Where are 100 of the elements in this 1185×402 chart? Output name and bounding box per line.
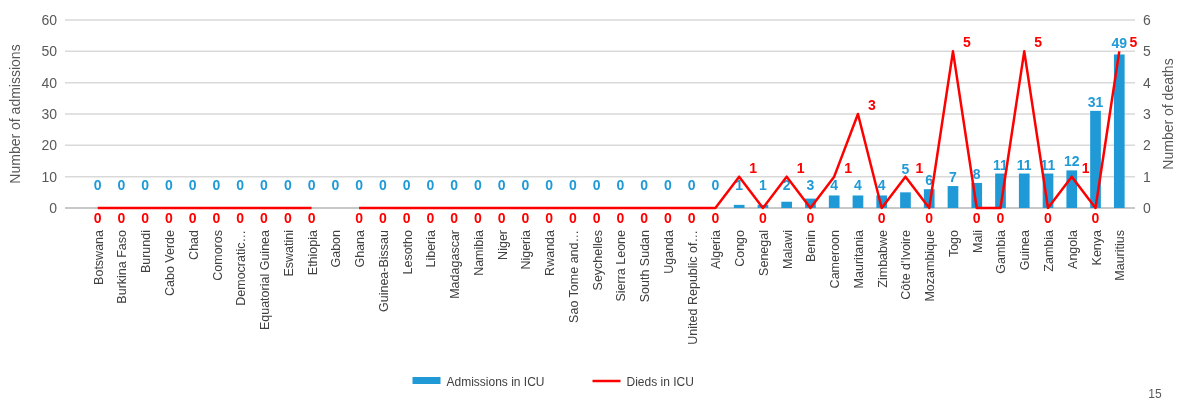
- data-label: 0: [545, 210, 554, 226]
- data-label: 1: [735, 177, 744, 193]
- x-tick-label: Namibia: [471, 229, 486, 276]
- data-label: 0: [378, 177, 387, 193]
- y-tick-label: 20: [41, 137, 58, 154]
- data-label: 0: [236, 177, 245, 193]
- y-tick-label: 40: [41, 74, 58, 91]
- x-tick-label: Seychelles: [590, 230, 605, 291]
- x-tick-label: Democratic…: [234, 230, 249, 306]
- data-label: 0: [188, 210, 197, 226]
- x-tick-label: Liberia: [424, 229, 439, 268]
- data-label: 0: [141, 177, 150, 193]
- data-label: 0: [640, 177, 649, 193]
- data-label: 0: [1091, 210, 1100, 226]
- y-tick-label: 50: [41, 43, 58, 60]
- x-tick-label: Mali: [970, 230, 985, 253]
- data-label: 0: [592, 177, 601, 193]
- data-label: 0: [355, 210, 364, 226]
- data-label: 0: [592, 210, 601, 226]
- x-tick-label: Uganda: [661, 229, 676, 274]
- text: 15: [1148, 387, 1162, 401]
- data-label: 0: [806, 210, 815, 226]
- data-label: 0: [331, 177, 340, 193]
- x-tick-label: Rwanda: [543, 229, 558, 276]
- data-label: 11: [1040, 156, 1056, 173]
- y2-tick-label: 2: [1143, 137, 1151, 154]
- data-label: 0: [545, 177, 554, 193]
- x-tick-label: Burkina Faso: [115, 229, 130, 304]
- data-label: 0: [996, 210, 1005, 226]
- data-label: 5: [1129, 34, 1138, 51]
- data-label: 0: [972, 210, 981, 226]
- x-tick-label: Ethiopia: [305, 229, 320, 276]
- data-label: 6: [925, 172, 934, 189]
- y2-tick-label: 4: [1143, 74, 1151, 91]
- x-tick-label: Zambia: [1042, 229, 1057, 272]
- x-tick-label: Ghana: [353, 229, 368, 268]
- data-label: 12: [1063, 153, 1080, 170]
- data-label: 0: [236, 210, 245, 226]
- x-tick-label: Gabon: [329, 229, 344, 268]
- data-label: 0: [188, 177, 197, 193]
- data-label: 0: [283, 210, 292, 226]
- data-label: 5: [901, 160, 910, 177]
- data-label: 0: [93, 177, 102, 193]
- data-label: 0: [663, 210, 672, 226]
- x-tick-label: Mozambique: [923, 229, 938, 302]
- y2-axis-title: Number of deaths: [1160, 58, 1176, 170]
- data-label: 0: [165, 177, 174, 193]
- data-label: 4: [830, 177, 839, 193]
- data-label: 2: [782, 177, 791, 193]
- x-tick-label: Nigeria: [519, 229, 534, 270]
- x-tick-label: Zimbabwe: [875, 229, 890, 288]
- x-tick-label: South Sudan: [638, 229, 653, 303]
- y-tick-label: 0: [49, 200, 58, 216]
- x-tick-label: Sao Tome and…: [566, 230, 581, 323]
- data-label: 4: [877, 177, 886, 193]
- x-tick-label: Benin: [804, 229, 819, 262]
- x-tick-label: Congo: [733, 229, 748, 267]
- data-label: 0: [426, 177, 435, 193]
- data-label: 0: [260, 210, 269, 226]
- data-label: 0: [307, 210, 316, 226]
- x-tick-label: Angola: [1065, 229, 1080, 269]
- data-label: 0: [307, 177, 316, 193]
- data-label: 0: [212, 210, 221, 226]
- data-label: 3: [806, 177, 815, 193]
- data-label: 0: [450, 210, 459, 226]
- data-label: 0: [687, 177, 696, 193]
- data-label: 0: [283, 177, 292, 193]
- data-label: 1: [844, 159, 853, 176]
- data-label: 0: [355, 177, 364, 193]
- data-label: 1: [1081, 159, 1090, 176]
- data-label: 0: [877, 210, 886, 226]
- legend-label: Admissions in ICU: [446, 375, 545, 389]
- data-label: 0: [473, 210, 482, 226]
- data-label: 0: [663, 177, 672, 193]
- data-label: 0: [402, 210, 411, 226]
- data-label: 7: [949, 169, 958, 186]
- data-label: 0: [378, 210, 387, 226]
- data-label: 0: [568, 177, 577, 193]
- x-tick-label: Guinea-Bissau: [376, 229, 391, 312]
- data-label: 0: [616, 177, 625, 193]
- data-label: 0: [93, 210, 102, 226]
- data-label: 1: [796, 159, 805, 176]
- x-tick-label: Comoros: [210, 230, 225, 281]
- data-label: 0: [141, 210, 150, 226]
- x-tick-label: Chad: [186, 229, 201, 260]
- y2-tick-label: 6: [1143, 12, 1151, 28]
- y-axis-title: Number of admissions: [7, 44, 23, 184]
- legend-label: Dieds in ICU: [626, 375, 694, 389]
- x-tick-label: Cameroon: [828, 229, 843, 289]
- data-label: 0: [711, 210, 720, 226]
- data-label: 8: [972, 165, 981, 182]
- data-label: 31: [1087, 93, 1104, 110]
- data-label: 0: [521, 177, 530, 193]
- x-tick-label: Niger: [495, 230, 510, 260]
- data-label: 0: [402, 177, 411, 193]
- data-label: 0: [640, 210, 649, 226]
- y-tick-label: 60: [41, 12, 58, 28]
- x-tick-label: Sierra Leone: [614, 229, 629, 302]
- x-tick-label: Eswatini: [281, 230, 296, 277]
- x-tick-label: Mauritania: [851, 229, 866, 289]
